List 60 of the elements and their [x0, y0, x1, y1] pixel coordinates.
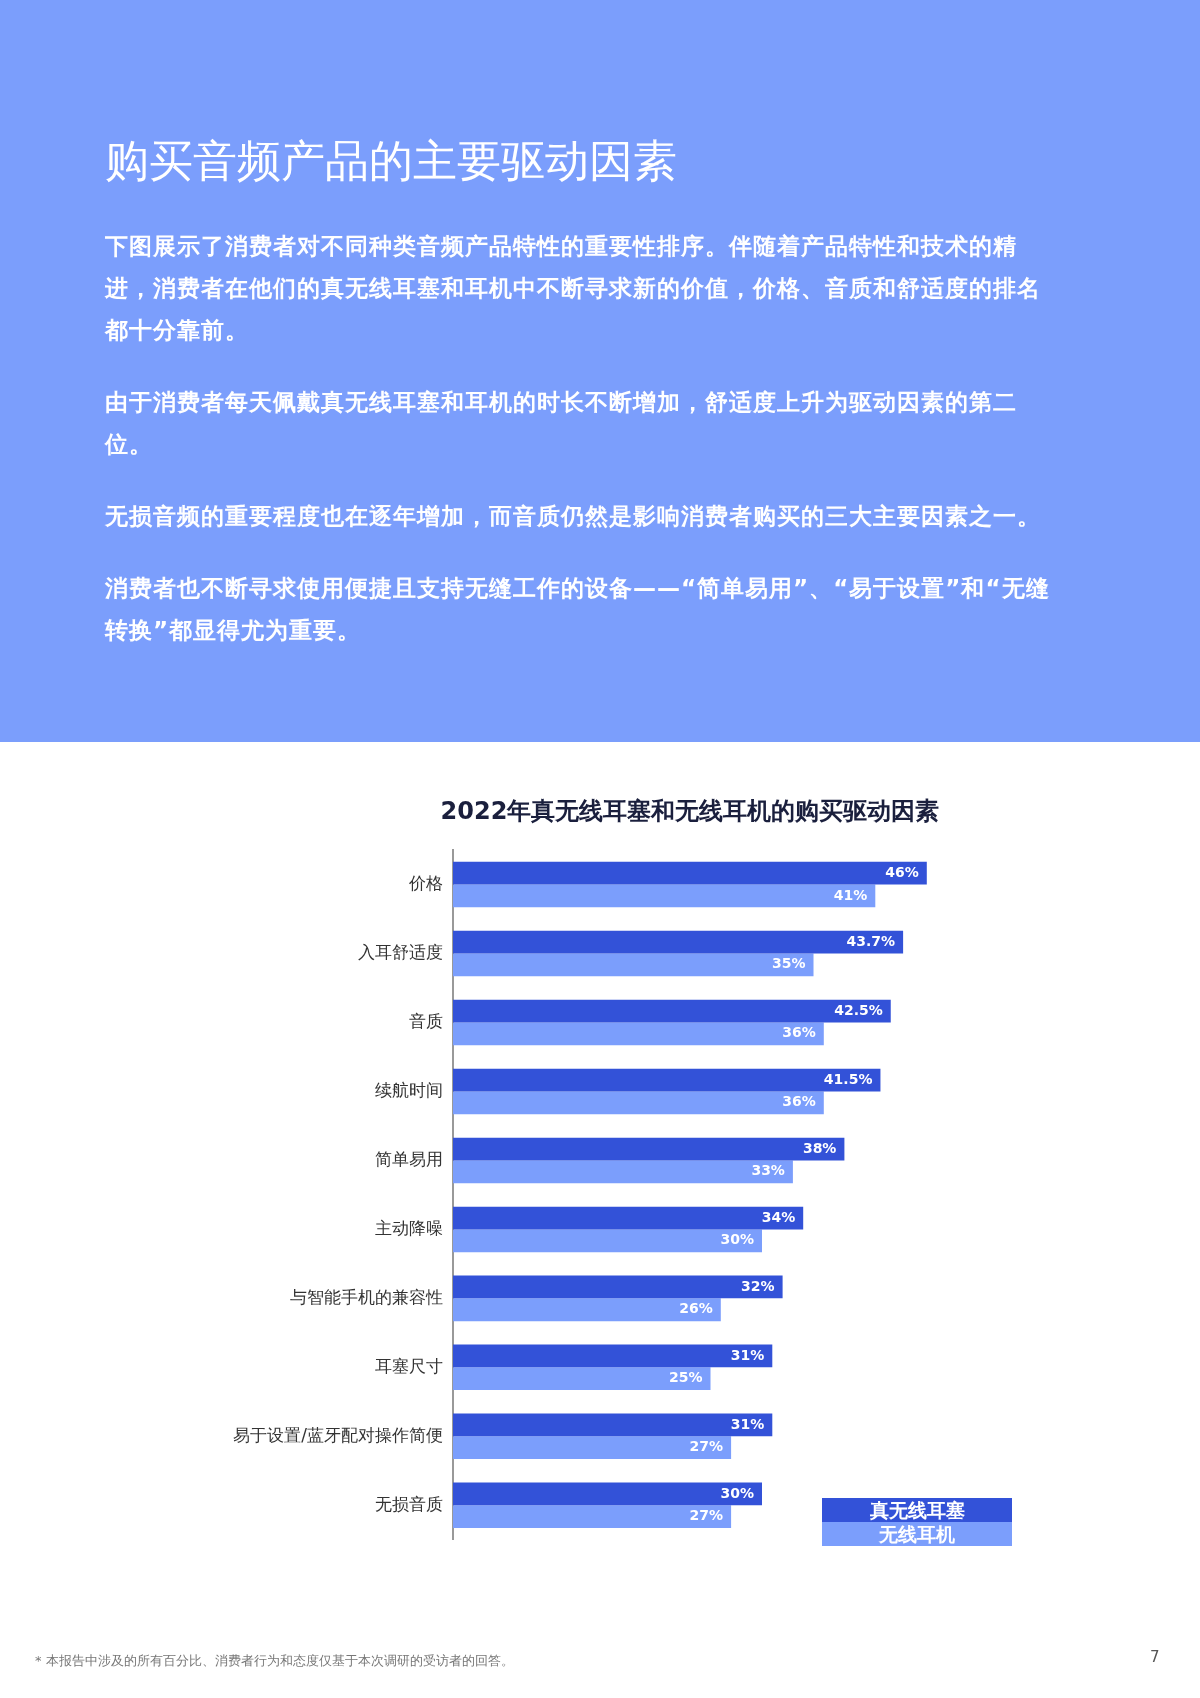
- bar: [453, 953, 814, 977]
- bar: [453, 1505, 732, 1529]
- data-label: 27%: [689, 1507, 724, 1524]
- bar: [453, 1206, 804, 1230]
- bar: [453, 1022, 824, 1046]
- bar: [453, 1137, 845, 1161]
- text: * 本报告中涉及的所有百分比、消费者行为和态度仅基于本次调研的受访者的回答。: [35, 1652, 514, 1670]
- bar: [453, 1482, 762, 1506]
- legend-swatch: 真无线耳塞: [822, 1498, 1012, 1522]
- y-tick-label: 与智能手机的兼容性: [290, 1286, 443, 1307]
- bar: [453, 1344, 773, 1368]
- data-label: 36%: [782, 1093, 816, 1110]
- y-tick-label: 简单易用: [375, 1148, 443, 1169]
- y-tick-label: 价格: [408, 872, 443, 893]
- text: 消费者也不断寻求使用便捷且支持无缝工作的设备——“简单易用”、“易于设置”和“无缝转换”都显得尤为重要。: [105, 574, 1051, 645]
- data-label: 35%: [771, 955, 806, 972]
- y-tick-label: 续航时间: [375, 1079, 443, 1100]
- chart-title: 2022年真无线耳塞和无线耳机的购买驱动因素: [440, 796, 940, 827]
- bar: [453, 1091, 824, 1115]
- bar: [453, 1068, 881, 1092]
- data-label: 32%: [741, 1277, 775, 1294]
- legend-swatch: 无线耳机: [822, 1522, 1012, 1546]
- y-tick-label: 音质: [409, 1010, 443, 1031]
- data-label: 46%: [885, 863, 919, 880]
- data-label: 25%: [668, 1369, 703, 1386]
- text: 由于消费者每天佩戴真无线耳塞和耳机的时长不断增加，舒适度上升为驱动因素的第二位。: [105, 388, 1018, 459]
- y-tick-label: 入耳舒适度: [358, 941, 443, 962]
- bar: [453, 1298, 721, 1322]
- data-label: 43.7%: [846, 932, 896, 949]
- y-tick-label: 耳塞尺寸: [375, 1355, 443, 1376]
- chart-subtitle: 购买音频产品的主要驱动因素: [105, 134, 677, 188]
- bar: [453, 1436, 732, 1460]
- data-label: 41%: [833, 886, 868, 903]
- bar: [453, 1229, 762, 1253]
- bar: [453, 1275, 783, 1299]
- y-tick-label: 无损音质: [375, 1493, 443, 1514]
- data-label: 38%: [802, 1139, 837, 1156]
- bar: [453, 884, 876, 908]
- y-tick-label: 主动降噪: [375, 1217, 443, 1238]
- data-label: 36%: [782, 1024, 816, 1041]
- bar: [453, 1367, 711, 1391]
- text: 无损音频的重要程度也在逐年增加，而音质仍然是影响消费者购买的三大主要因素之一。: [105, 502, 1042, 531]
- data-label: 41.5%: [823, 1070, 873, 1087]
- bar: [453, 1160, 793, 1184]
- data-label: 34%: [761, 1208, 796, 1225]
- bar: [453, 1413, 773, 1437]
- data-label: 33%: [751, 1162, 785, 1179]
- data-label: 26%: [679, 1300, 713, 1317]
- bar: [453, 861, 927, 885]
- bar: [453, 930, 904, 954]
- data-label: 42.5%: [834, 1001, 883, 1018]
- text: 7: [1150, 1648, 1160, 1666]
- data-label: 30%: [720, 1484, 754, 1501]
- y-tick-label: 易于设置/蓝牙配对操作简便: [233, 1424, 443, 1445]
- data-label: 31%: [730, 1415, 765, 1432]
- data-label: 27%: [689, 1438, 724, 1455]
- bar: [453, 999, 891, 1023]
- data-label: 31%: [730, 1346, 765, 1363]
- text: 下图展示了消费者对不同种类音频产品特性的重要性排序。伴随着产品特性和技术的精进，消费者在他们的真无线耳塞和耳机中不断寻求新的价值，价格、音质和舒适度的排名都十分靠前。: [105, 232, 1042, 345]
- data-label: 30%: [720, 1231, 754, 1248]
